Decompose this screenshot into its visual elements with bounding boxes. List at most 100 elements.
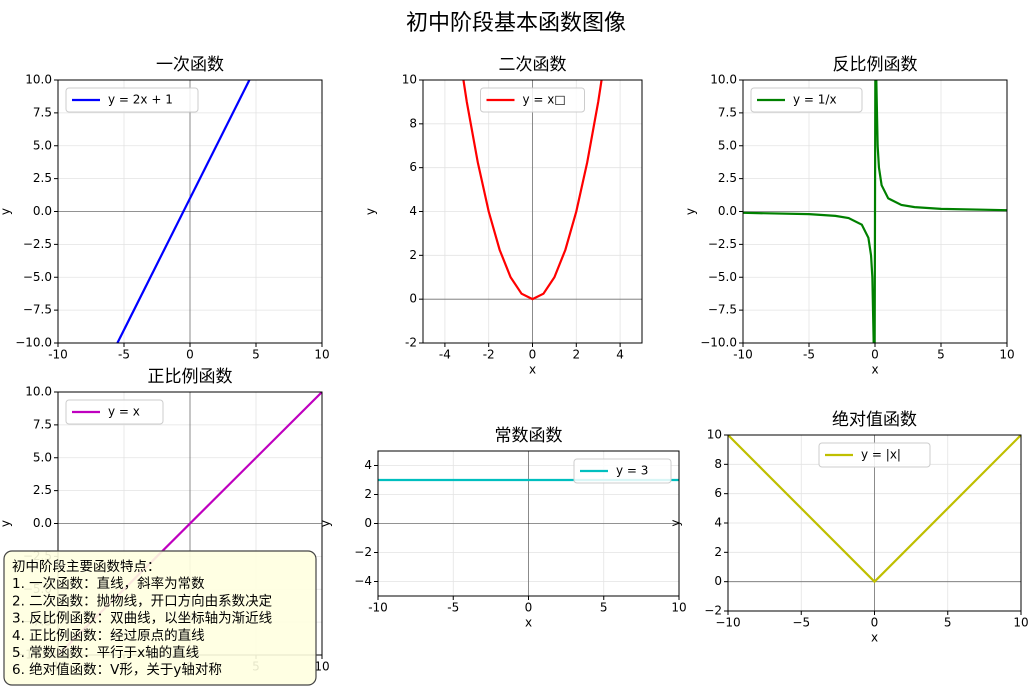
x-tick-label: -10 bbox=[733, 348, 753, 362]
figure-title: 初中阶段基本函数图像 bbox=[406, 11, 626, 36]
subplot-title: 二次函数 bbox=[499, 55, 567, 75]
legend-label: y = x bbox=[108, 405, 140, 419]
y-tick-label: 4 bbox=[364, 458, 372, 472]
y-tick-label: −5.0 bbox=[23, 270, 52, 284]
subplot: −10 −5 0 5 10 −2 0 2 4 6 8 10 绝对值函数 x y y = |x| bbox=[669, 410, 1029, 645]
y-tick-label: 0.0 bbox=[33, 516, 52, 530]
x-tick-label: 10 bbox=[314, 348, 329, 362]
y-tick-label: 0 bbox=[409, 292, 417, 306]
annotation-line: 4. 正比例函数：经过原点的直线 bbox=[12, 628, 205, 644]
y-tick-label: −7.5 bbox=[708, 303, 737, 317]
legend-box bbox=[65, 399, 164, 425]
legend-box bbox=[750, 87, 863, 113]
y-tick-label: −2.5 bbox=[23, 237, 52, 251]
subplot-title: 反比例函数 bbox=[833, 55, 918, 75]
x-axis-label: x bbox=[529, 363, 536, 377]
subplot: -10 -5 0 5 10 −4 −2 0 2 4 常数函数 x y y = 3 bbox=[319, 426, 687, 630]
function-line bbox=[743, 80, 1007, 343]
x-tick-label: -2 bbox=[483, 348, 495, 362]
legend-label: y = 2x + 1 bbox=[108, 93, 173, 107]
x-tick-label: 5 bbox=[600, 601, 608, 615]
annotation-line: 3. 反比例函数：双曲线，以坐标轴为渐近线 bbox=[12, 611, 272, 627]
y-tick-label: 7.5 bbox=[718, 105, 737, 119]
y-tick-label: -2 bbox=[405, 336, 417, 350]
legend-label: y = 3 bbox=[616, 464, 648, 478]
x-tick-label: 0 bbox=[871, 616, 879, 630]
function-line bbox=[728, 435, 1021, 584]
x-tick-label: -10 bbox=[48, 348, 68, 362]
x-tick-label: 4 bbox=[616, 348, 624, 362]
y-axis-label: y bbox=[0, 208, 13, 215]
y-tick-label: −2.5 bbox=[708, 237, 737, 251]
y-tick-label: 10 bbox=[707, 428, 722, 442]
axes-frame bbox=[57, 79, 323, 344]
x-tick-label: -5 bbox=[118, 348, 130, 362]
x-tick-label: 10 bbox=[314, 660, 329, 674]
legend-label: y = |x| bbox=[861, 448, 901, 462]
axes-frame bbox=[742, 79, 1008, 344]
y-tick-label: 5.0 bbox=[718, 138, 737, 152]
y-tick-label: 7.5 bbox=[33, 417, 52, 431]
y-tick-label: 4 bbox=[714, 516, 722, 530]
y-axis-label: y bbox=[364, 208, 378, 215]
y-tick-label: −2 bbox=[704, 604, 722, 618]
axes-frame bbox=[422, 79, 643, 344]
x-axis-label: x bbox=[871, 631, 878, 645]
x-tick-label: 5 bbox=[937, 348, 945, 362]
y-tick-label: −4 bbox=[354, 574, 372, 588]
y-tick-label: −10.0 bbox=[15, 336, 52, 350]
subplot-title: 常数函数 bbox=[495, 426, 563, 446]
annotation-line: 初中阶段主要函数特点： bbox=[12, 558, 161, 575]
y-tick-label: 10.0 bbox=[710, 73, 737, 87]
x-tick-label: -5 bbox=[803, 348, 815, 362]
y-tick-label: 5.0 bbox=[33, 450, 52, 464]
subplot-title: 一次函数 bbox=[156, 55, 224, 75]
y-tick-label: 2 bbox=[409, 248, 417, 262]
x-tick-label: 0 bbox=[186, 348, 194, 362]
annotation-line: 2. 二次函数：抛物线，开口方向由系数决定 bbox=[12, 593, 272, 609]
y-tick-label: −5.0 bbox=[708, 270, 737, 284]
axes-frame bbox=[377, 450, 680, 597]
y-tick-label: 10.0 bbox=[25, 385, 52, 399]
annotation-line: 5. 常数函数：平行于x轴的直线 bbox=[12, 645, 199, 661]
legend-box bbox=[818, 442, 931, 468]
x-tick-label: 10 bbox=[1013, 616, 1028, 630]
function-line bbox=[462, 80, 603, 301]
y-tick-label: 2.5 bbox=[718, 171, 737, 185]
x-tick-label: −5 bbox=[792, 616, 810, 630]
x-tick-label: 0 bbox=[525, 601, 533, 615]
annotation-box bbox=[3, 550, 317, 686]
y-tick-label: 0.0 bbox=[718, 204, 737, 218]
x-tick-label: 5 bbox=[944, 616, 952, 630]
y-tick-label: 2.5 bbox=[33, 171, 52, 185]
y-tick-label: 2 bbox=[714, 545, 722, 559]
y-tick-label: 5.0 bbox=[33, 138, 52, 152]
x-tick-label: 2 bbox=[572, 348, 580, 362]
y-tick-label: 6 bbox=[714, 486, 722, 500]
annotation-line: 6. 绝对值函数：V形，关于y轴对称 bbox=[12, 662, 222, 678]
y-tick-label: 7.5 bbox=[33, 105, 52, 119]
x-axis-label: x bbox=[871, 363, 878, 377]
y-tick-label: 0 bbox=[714, 574, 722, 588]
x-tick-label: -4 bbox=[439, 348, 451, 362]
x-tick-label: 0 bbox=[871, 348, 879, 362]
function-line bbox=[116, 80, 251, 343]
x-tick-label: 5 bbox=[252, 348, 260, 362]
subplot: -10 -5 0 5 10 −10.0 −7.5 −5.0 −2.5 0.0 2.5 5.0 7.5 10… bbox=[0, 55, 330, 362]
annotation-line: 1. 一次函数：直线，斜率为常数 bbox=[12, 575, 205, 592]
y-tick-label: 0.0 bbox=[33, 204, 52, 218]
y-tick-label: 2.5 bbox=[33, 483, 52, 497]
y-tick-label: 6 bbox=[409, 160, 417, 174]
subplot: -10 -5 0 5 10 −10.0 −7.5 −5.0 −2.5 0.0 2.5 5.0 7.5 10… bbox=[684, 55, 1015, 377]
x-tick-label: -5 bbox=[447, 601, 459, 615]
y-tick-label: −10.0 bbox=[700, 336, 737, 350]
y-tick-label: 8 bbox=[714, 457, 722, 471]
subplot-title: 绝对值函数 bbox=[832, 410, 917, 430]
y-tick-label: 10 bbox=[402, 73, 417, 87]
x-tick-label: 0 bbox=[529, 348, 537, 362]
x-tick-label: 10 bbox=[671, 601, 686, 615]
subplot-title: 正比例函数 bbox=[148, 367, 233, 387]
axes-frame bbox=[727, 434, 1022, 612]
